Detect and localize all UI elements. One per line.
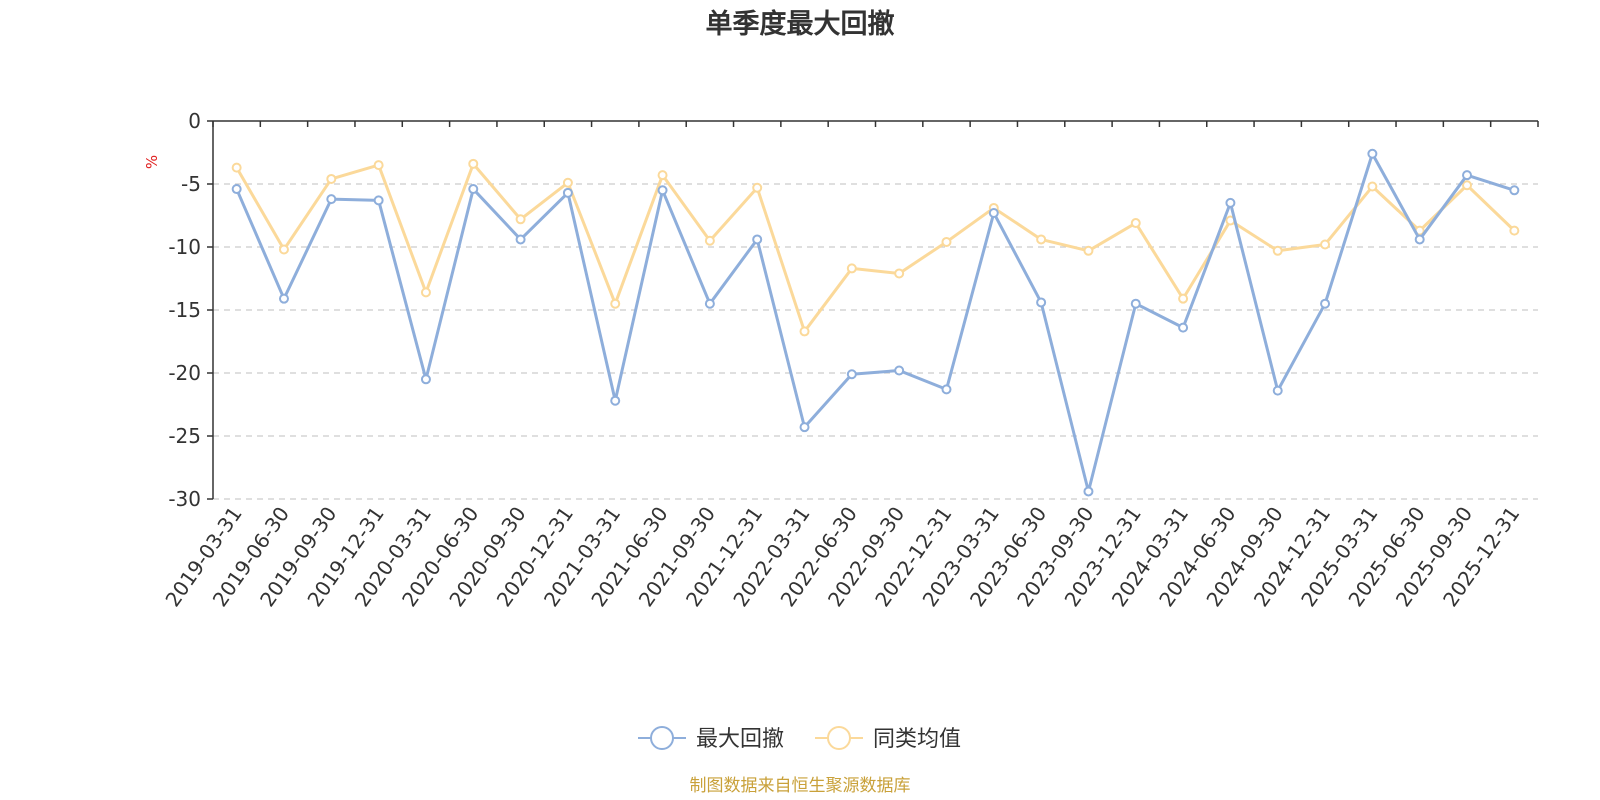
data-point[interactable] (657, 170, 668, 181)
data-point[interactable] (1509, 185, 1520, 196)
data-point[interactable] (610, 298, 621, 309)
y-tick-label: 0 (188, 109, 201, 133)
data-point[interactable] (231, 162, 242, 173)
legend-item-max-drawdown[interactable]: 最大回撤 (638, 726, 784, 752)
data-point[interactable] (988, 207, 999, 218)
data-point[interactable] (1462, 170, 1473, 181)
legend-marker-icon (827, 726, 851, 750)
data-point[interactable] (1367, 148, 1378, 159)
data-point[interactable] (468, 184, 479, 195)
data-point[interactable] (1414, 234, 1425, 245)
y-tick-label: -30 (168, 487, 201, 511)
data-source-note: 制图数据来自恒生聚源数据库 (690, 776, 911, 796)
data-point[interactable] (1083, 245, 1094, 256)
legend-label: 最大回撤 (696, 727, 784, 752)
data-point[interactable] (1083, 486, 1094, 497)
data-point[interactable] (846, 263, 857, 274)
data-point[interactable] (373, 195, 384, 206)
data-point[interactable] (704, 235, 715, 246)
data-point[interactable] (941, 384, 952, 395)
series-lines (231, 148, 1520, 497)
data-point[interactable] (326, 173, 337, 184)
data-point[interactable] (704, 298, 715, 309)
y-tick-label: -25 (168, 424, 201, 448)
data-point[interactable] (1178, 322, 1189, 333)
data-point[interactable] (1130, 218, 1141, 229)
data-point[interactable] (799, 422, 810, 433)
x-axis-ticks: 2019-03-312019-06-302019-09-302019-12-31… (160, 121, 1539, 611)
series-line (235, 152, 1515, 493)
data-point[interactable] (1320, 239, 1331, 250)
legend-item-peer-average[interactable]: 同类均值 (815, 726, 961, 752)
data-point[interactable] (231, 184, 242, 195)
data-point[interactable] (1036, 297, 1047, 308)
data-point[interactable] (941, 236, 952, 247)
legend-label: 同类均值 (873, 727, 961, 752)
data-point[interactable] (752, 234, 763, 245)
data-point[interactable] (373, 160, 384, 171)
y-tick-label: -15 (168, 298, 201, 322)
data-point[interactable] (420, 287, 431, 298)
data-point[interactable] (1225, 197, 1236, 208)
data-point[interactable] (1178, 293, 1189, 304)
data-point[interactable] (562, 177, 573, 188)
grid-lines (213, 183, 1538, 500)
series-max-drawdown (231, 148, 1520, 497)
y-tick-label: -20 (168, 361, 201, 385)
chart-title: 单季度最大回撤 (706, 8, 895, 40)
data-point[interactable] (894, 365, 905, 376)
data-point[interactable] (515, 234, 526, 245)
legend[interactable]: 最大回撤 同类均值 (638, 726, 961, 752)
data-point[interactable] (1509, 225, 1520, 236)
series-peer-average (231, 158, 1520, 337)
data-point[interactable] (1130, 298, 1141, 309)
data-point[interactable] (1036, 234, 1047, 245)
y-axis-ticks: 0 -5 -10 -15 -20 -25 -30 (168, 109, 213, 511)
data-point[interactable] (752, 182, 763, 193)
data-point[interactable] (610, 395, 621, 406)
data-point[interactable] (420, 374, 431, 385)
data-point[interactable] (846, 369, 857, 380)
data-point[interactable] (1272, 385, 1283, 396)
data-point[interactable] (1272, 245, 1283, 256)
data-point[interactable] (278, 293, 289, 304)
y-axis-unit-label: % (143, 155, 161, 169)
data-point[interactable] (326, 194, 337, 205)
data-point[interactable] (1320, 298, 1331, 309)
data-point[interactable] (468, 158, 479, 169)
data-point[interactable] (562, 187, 573, 198)
series-line (235, 162, 1516, 333)
data-point[interactable] (515, 214, 526, 225)
data-point[interactable] (894, 268, 905, 279)
y-tick-label: -5 (181, 172, 201, 196)
data-point[interactable] (278, 244, 289, 255)
data-point[interactable] (1462, 180, 1473, 191)
data-point[interactable] (1367, 181, 1378, 192)
legend-marker-icon (650, 726, 674, 750)
data-point[interactable] (657, 185, 668, 196)
y-tick-label: -10 (168, 235, 201, 259)
data-point[interactable] (799, 326, 810, 337)
